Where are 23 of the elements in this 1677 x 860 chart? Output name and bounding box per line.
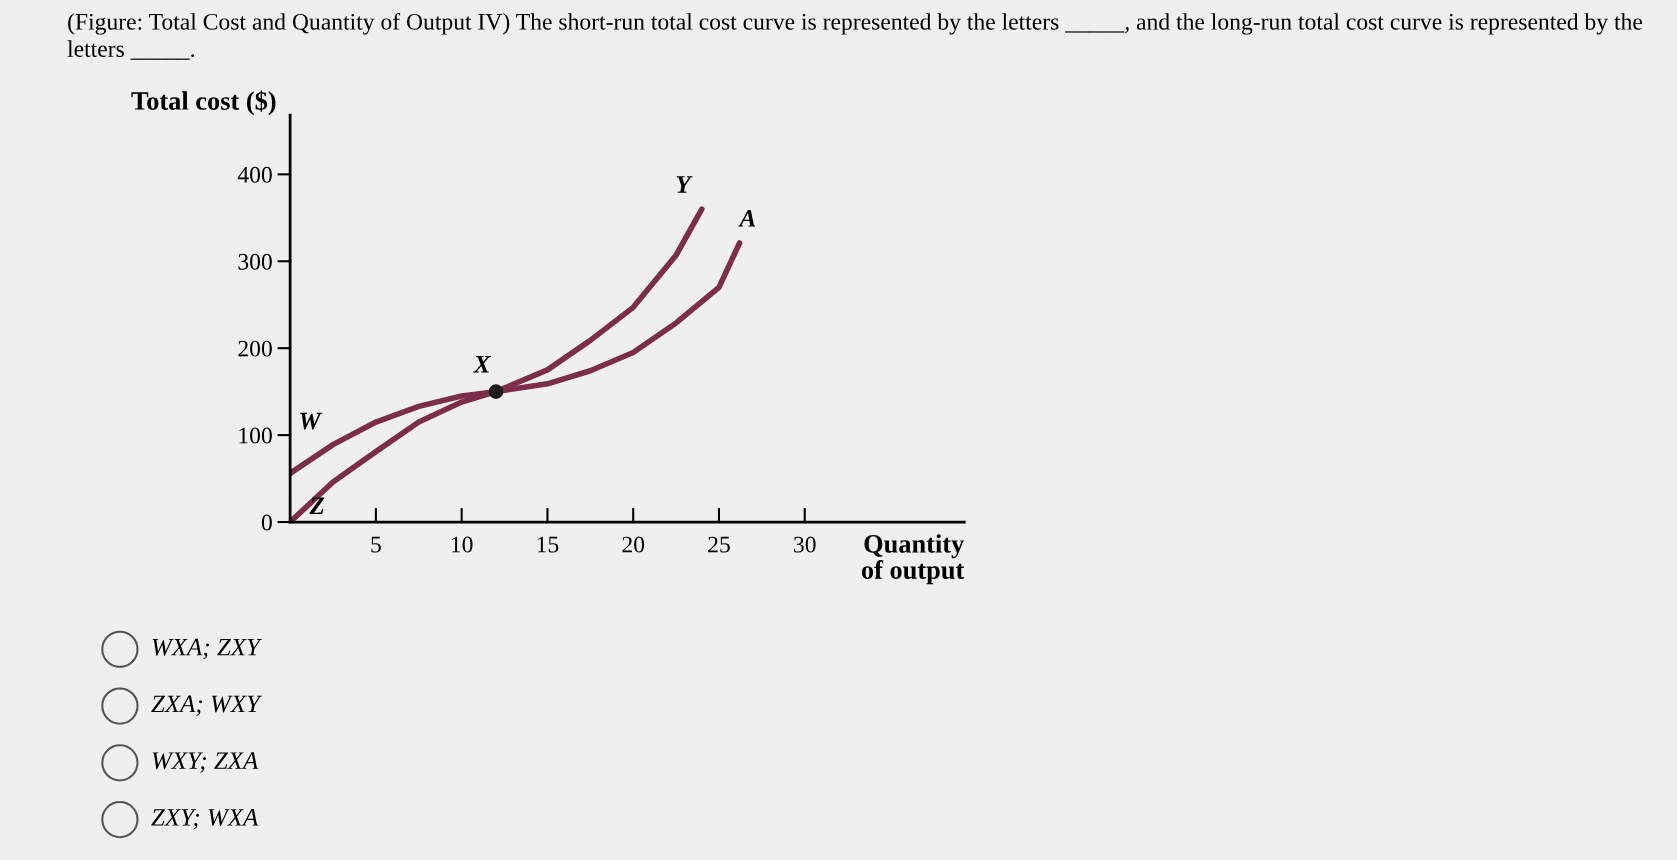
y-tick-label: 0 xyxy=(261,514,272,531)
chart-title: (Figure: Total Cost and Quantity of Output IV) The short-run total cost curve is represented by the letters _____, and the long-run total cost curve is represented by the letters _____. xyxy=(67,12,1643,60)
x-tick-label: 10 xyxy=(451,536,473,553)
y-tick-label: 100 xyxy=(239,427,272,444)
y-axis-title: Total cost ($) xyxy=(131,90,276,116)
y-tick-label: 200 xyxy=(238,340,272,357)
x-axis-title: Quantity of output xyxy=(861,534,965,585)
annotation: W xyxy=(300,412,323,430)
x-tick-label: 5 xyxy=(371,536,381,553)
y-tick-label: 300 xyxy=(238,253,272,270)
annotation: Z xyxy=(309,497,325,514)
text: WXA; ZXY xyxy=(152,638,263,660)
annotation: X xyxy=(473,356,491,373)
annotation: A xyxy=(738,210,756,227)
x-tick-label: 25 xyxy=(708,536,730,553)
y-tick-label: 400 xyxy=(237,166,272,183)
text: WXY; ZXA xyxy=(152,752,259,773)
text: ZXA; WXY xyxy=(151,695,263,716)
annotation: Y xyxy=(676,176,693,193)
text: ZXY; WXA xyxy=(151,809,259,830)
x-tick-label: 30 xyxy=(794,536,816,553)
x-tick-label: 15 xyxy=(537,536,559,553)
x-tick-label: 20 xyxy=(622,536,645,553)
